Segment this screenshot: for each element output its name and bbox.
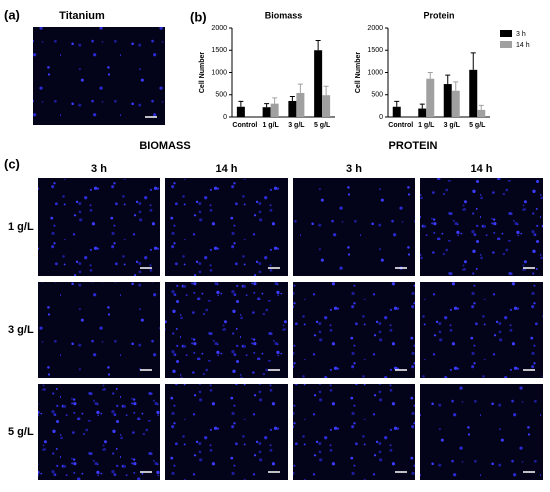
column-header: 14 h — [470, 163, 492, 175]
micrograph — [165, 384, 288, 480]
legend-swatch — [500, 41, 512, 48]
bar — [322, 95, 331, 117]
y-tick-label: 1000 — [211, 69, 227, 76]
chart-title: Biomass — [265, 10, 303, 20]
bar — [443, 84, 452, 117]
error-bar — [394, 100, 400, 107]
bar — [469, 69, 478, 117]
bar — [314, 50, 323, 117]
bar — [262, 107, 271, 117]
y-axis-label: Cell Number — [199, 52, 206, 94]
bar — [296, 92, 305, 117]
micrograph — [293, 384, 415, 480]
row-header: 1 g/L — [8, 221, 34, 233]
x-tick-label: 5 g/L — [314, 122, 331, 129]
column-header: 3 h — [346, 163, 362, 175]
micrograph — [165, 178, 288, 276]
column-header: 3 h — [91, 163, 107, 175]
micrograph — [420, 282, 543, 378]
micrograph — [293, 282, 415, 378]
y-axis-label: Cell Number — [355, 52, 362, 94]
panel-label: (c) — [4, 156, 20, 171]
y-tick-label: 0 — [379, 114, 383, 121]
panel-label: (a) — [4, 7, 20, 22]
column-header: 14 h — [215, 163, 237, 175]
micrograph — [165, 282, 288, 378]
error-bar — [478, 104, 484, 110]
bar — [477, 109, 486, 117]
bar — [451, 90, 460, 117]
bar — [236, 106, 245, 117]
bar — [270, 103, 279, 117]
bar — [426, 78, 435, 117]
legend-label: 14 h — [516, 42, 530, 49]
error-bar — [419, 103, 425, 109]
micrograph — [38, 384, 160, 480]
error-bar — [264, 103, 270, 108]
x-tick-label: 1 g/L — [418, 122, 435, 129]
row-header: 5 g/L — [8, 426, 34, 438]
panel-label: (b) — [190, 9, 207, 24]
y-tick-label: 2000 — [367, 25, 383, 32]
y-tick-label: 1000 — [367, 69, 383, 76]
x-tick-label: 3 g/L — [288, 122, 305, 129]
x-tick-label: Control — [388, 122, 413, 129]
x-tick-label: 3 g/L — [444, 122, 461, 129]
y-tick-label: 2000 — [211, 25, 227, 32]
group-header: BIOMASS — [139, 140, 190, 152]
error-bar — [315, 39, 321, 51]
row-header: 3 g/L — [8, 324, 34, 336]
legend-label: 3 h — [516, 31, 526, 38]
error-bar — [427, 72, 433, 79]
error-bar — [238, 100, 244, 107]
bar — [392, 106, 401, 117]
y-tick-label: 1500 — [367, 47, 383, 54]
micrograph — [38, 178, 160, 276]
x-tick-label: 1 g/L — [262, 122, 279, 129]
x-tick-label: Control — [232, 122, 257, 129]
legend-swatch — [500, 30, 512, 37]
error-bar — [323, 85, 329, 96]
micrograph — [293, 178, 415, 276]
image-title: Titanium — [59, 10, 105, 22]
micrograph — [33, 27, 165, 125]
y-tick-label: 1500 — [211, 47, 227, 54]
y-tick-label: 500 — [371, 92, 383, 99]
error-bar — [272, 97, 278, 104]
error-bar — [445, 74, 451, 85]
bar — [288, 100, 297, 117]
micrograph — [420, 178, 543, 276]
y-tick-label: 500 — [215, 92, 227, 99]
error-bar — [297, 83, 303, 93]
chart-title: Protein — [423, 10, 454, 20]
x-tick-label: 5 g/L — [469, 122, 486, 129]
error-bar — [453, 81, 459, 91]
error-bar — [289, 96, 295, 101]
group-header: PROTEIN — [389, 140, 438, 152]
micrograph — [420, 384, 543, 480]
bar — [418, 108, 427, 117]
micrograph — [38, 282, 160, 378]
error-bar — [470, 52, 476, 70]
y-tick-label: 0 — [223, 114, 227, 121]
